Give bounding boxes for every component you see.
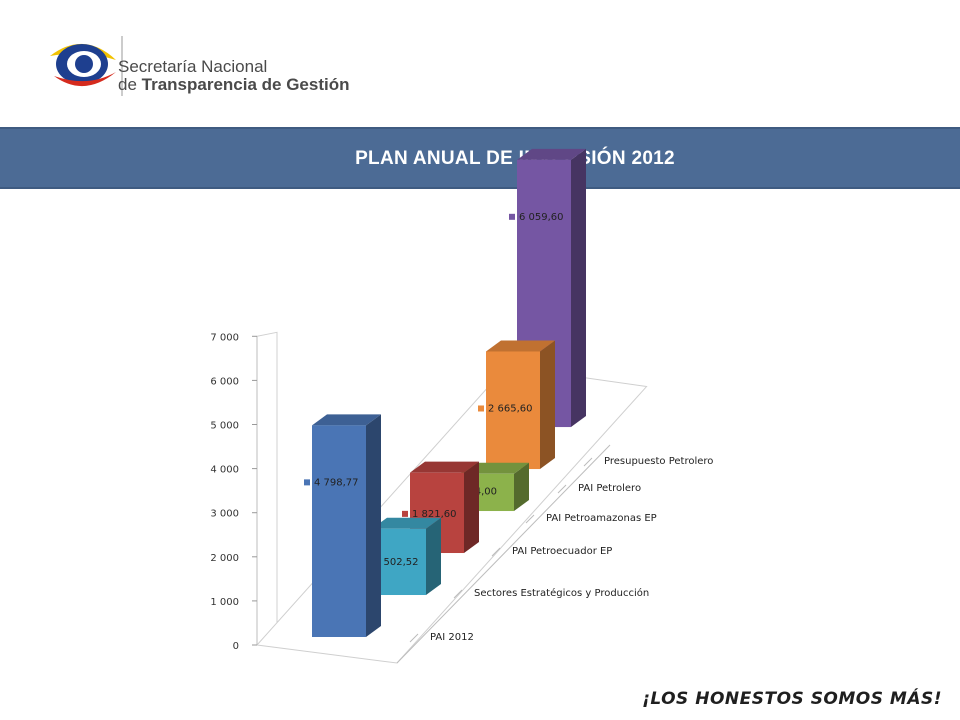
bar: [486, 351, 540, 470]
bar-side: [514, 462, 529, 512]
y-tick-label: 7 000: [210, 332, 239, 343]
data-label: 4 798,77: [314, 477, 359, 488]
y-tick-label: 6 000: [210, 376, 239, 387]
x-tick-mark: [557, 484, 567, 494]
bar-top: [372, 517, 441, 529]
org-name-line1: Secretaría Nacional: [118, 57, 268, 76]
y-tick-label: 1 000: [210, 597, 239, 608]
bar-top: [312, 414, 381, 426]
y-tick-label: 4 000: [210, 465, 239, 476]
x-tick-mark: [409, 633, 419, 643]
x-tick-label: PAI Petroecuador EP: [512, 546, 612, 557]
data-label-marker: [478, 405, 484, 412]
org-name: Secretaría Nacional de Transparencia de …: [118, 58, 350, 94]
chart-side-wall: [256, 331, 278, 646]
data-label: 1 821,60: [412, 509, 457, 520]
x-tick-label: Presupuesto Petrolero: [604, 456, 713, 467]
x-tick-label: PAI Petrolero: [578, 483, 641, 494]
bar-side: [540, 340, 555, 470]
bar-side: [366, 414, 381, 637]
org-name-line2: de Transparencia de Gestión: [118, 76, 350, 94]
y-tick-label: 5 000: [210, 421, 239, 432]
x-tick-mark: [525, 514, 535, 524]
y-tick-label: 3 000: [210, 509, 239, 520]
x-tick-label: PAI 2012: [430, 632, 474, 643]
x-tick-mark: [491, 547, 501, 557]
bar-side: [464, 461, 479, 554]
org-name-bold: Transparencia de Gestión: [141, 75, 350, 94]
bar-side: [426, 517, 441, 596]
data-label: 6 059,60: [519, 212, 564, 223]
bar-top: [410, 461, 479, 473]
x-tick-mark: [583, 457, 593, 467]
floor-front-edge: [396, 444, 611, 664]
logo: [50, 36, 123, 96]
data-label-marker: [304, 479, 310, 486]
x-tick-label: Sectores Estratégicos y Producción: [474, 587, 649, 599]
data-label: 1 502,52: [374, 557, 419, 568]
title-banner: PLAN ANUAL DE INVERSIÓN 2012: [0, 127, 960, 189]
data-label: 844,00: [462, 486, 497, 497]
x-tick-mark: [453, 589, 463, 599]
eye-logo-icon: [50, 43, 116, 87]
data-label-marker: [402, 510, 408, 517]
x-tick-label: PAI Petroamazonas EP: [546, 513, 657, 524]
data-label: 2 665,60: [488, 403, 533, 414]
y-tick-label: 2 000: [210, 553, 239, 564]
bar-side: [571, 148, 586, 428]
y-tick-label: 0: [233, 641, 239, 652]
slogan: ¡LOS HONESTOS SOMOS MÁS!: [642, 689, 942, 709]
bar-top: [486, 340, 555, 352]
data-label-marker: [509, 213, 515, 220]
bar-top: [517, 148, 586, 160]
org-name-prefix: de: [118, 75, 142, 94]
page-title: PLAN ANUAL DE INVERSIÓN 2012: [355, 148, 675, 169]
bar: [312, 425, 366, 637]
